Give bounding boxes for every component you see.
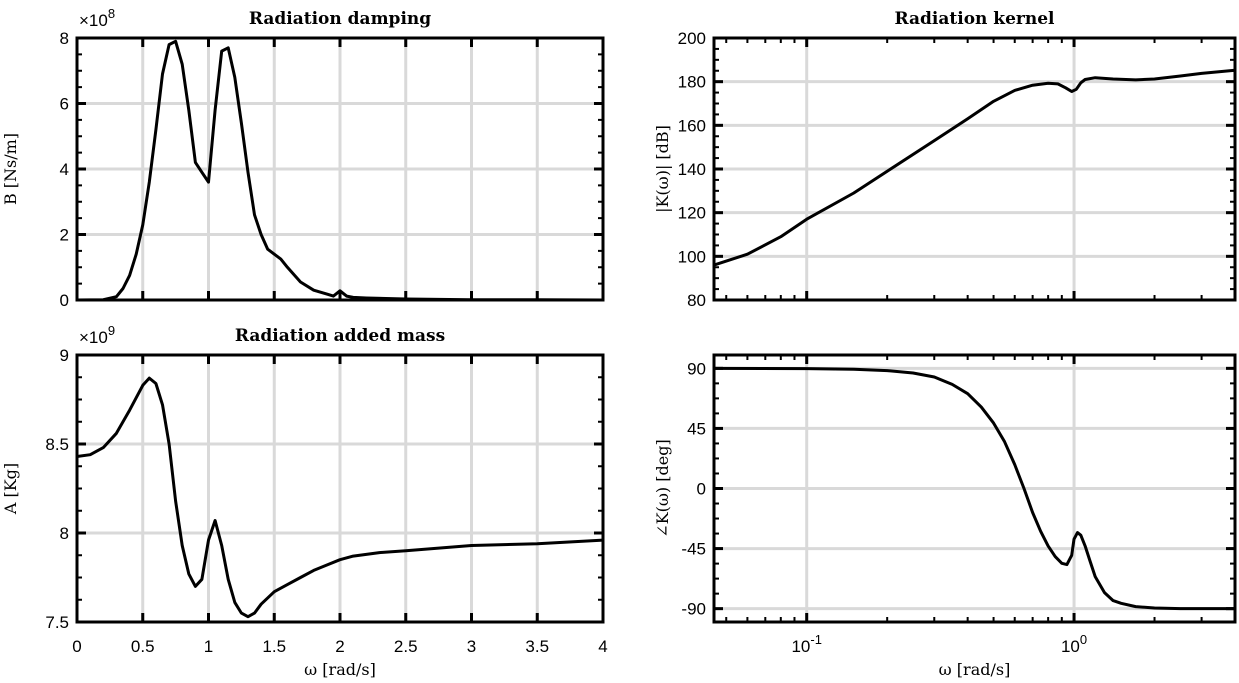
kernel_mag-ytick-label-1: 100 xyxy=(678,247,706,266)
added_mass-ylabel: A [Kg] xyxy=(1,463,20,515)
kernel_mag-ytick-label-3: 140 xyxy=(678,160,706,179)
added_mass-xtick-label-7: 3.5 xyxy=(525,637,549,656)
added_mass-ytick-label-3: 9 xyxy=(60,346,69,365)
damping-ytick-label-1: 2 xyxy=(60,226,69,245)
added_mass-xlabel: ω [rad/s] xyxy=(304,660,376,679)
kernel_phase-xtick-exp-0: -1 xyxy=(810,632,822,647)
damping-ytick-label-0: 0 xyxy=(60,291,69,310)
added_mass-xtick-label-5: 2.5 xyxy=(394,637,418,656)
kernel_mag-ytick-label-5: 180 xyxy=(678,73,706,92)
damping-ylabel: B [Ns/m] xyxy=(1,133,20,205)
kernel_phase-xtick-exp-1: 0 xyxy=(1080,632,1087,647)
added_mass-xtick-label-6: 3 xyxy=(467,637,476,656)
kernel_phase-xtick-label-1: 100 xyxy=(1061,632,1087,656)
damping-multiplier: ×108 xyxy=(79,6,115,30)
kernel_mag-ytick-label-4: 160 xyxy=(678,116,706,135)
kernel_phase-ytick-label-1: -45 xyxy=(681,540,706,559)
kernel_phase-xtick-label-0: 10-1 xyxy=(791,632,821,656)
damping-ytick-label-3: 6 xyxy=(60,95,69,114)
kernel_phase-xlabel: ω [rad/s] xyxy=(939,660,1011,679)
kernel_phase-ytick-label-4: 90 xyxy=(687,359,706,378)
added_mass-ytick-label-0: 7.5 xyxy=(45,613,69,632)
kernel_phase-ylabel: ∠K(ω) [deg] xyxy=(653,439,672,537)
kernel_mag-ytick-label-2: 120 xyxy=(678,204,706,223)
kernel_mag-ylabel: |K(ω)| [dB] xyxy=(653,125,672,213)
kernel_mag-panel: 80 100 120 140 160 180 200 Radiation kernel |K(ω… xyxy=(653,9,1235,310)
added_mass-multiplier: ×109 xyxy=(79,323,115,347)
added_mass-xtick-label-1: 0.5 xyxy=(131,637,155,656)
damping-multiplier-exp: 8 xyxy=(108,6,115,21)
damping-title: Radiation damping xyxy=(249,9,431,29)
damping-panel: 0 2 4 6 8 Radiation damping ×108 B [Ns/m] xyxy=(1,6,603,310)
kernel_mag-title: Radiation kernel xyxy=(894,9,1055,29)
added_mass-multiplier-exp: 9 xyxy=(108,323,115,338)
kernel_phase-ytick-label-0: -90 xyxy=(681,600,706,619)
added_mass-ytick-label-2: 8.5 xyxy=(45,435,69,454)
kernel_mag-ytick-label-6: 200 xyxy=(678,29,706,48)
added_mass-title: Radiation added mass xyxy=(235,326,445,346)
added_mass-xtick-label-3: 1.5 xyxy=(262,637,286,656)
added_mass-xtick-label-4: 2 xyxy=(335,637,344,656)
damping-ytick-label-2: 4 xyxy=(60,160,69,179)
added_mass-xtick-label-2: 1 xyxy=(204,637,213,656)
added_mass-panel: 7.5 8 8.5 9 0 0.5 1 1.5 2 2.5 3 3.5 4 Radiation added… xyxy=(1,323,608,679)
kernel_phase-ytick-label-3: 45 xyxy=(687,419,706,438)
added_mass-ytick-label-1: 8 xyxy=(60,524,69,543)
kernel_phase-ytick-label-2: 0 xyxy=(697,480,706,499)
kernel_mag-ytick-label-0: 80 xyxy=(687,291,706,310)
damping-ytick-label-4: 8 xyxy=(60,29,69,48)
kernel_phase-panel: -90 -45 0 45 90 10-1 100 ∠K(ω) [deg] ω [rad/s] xyxy=(653,355,1235,679)
added_mass-xtick-label-0: 0 xyxy=(72,637,81,656)
added_mass-xtick-label-8: 4 xyxy=(598,637,607,656)
